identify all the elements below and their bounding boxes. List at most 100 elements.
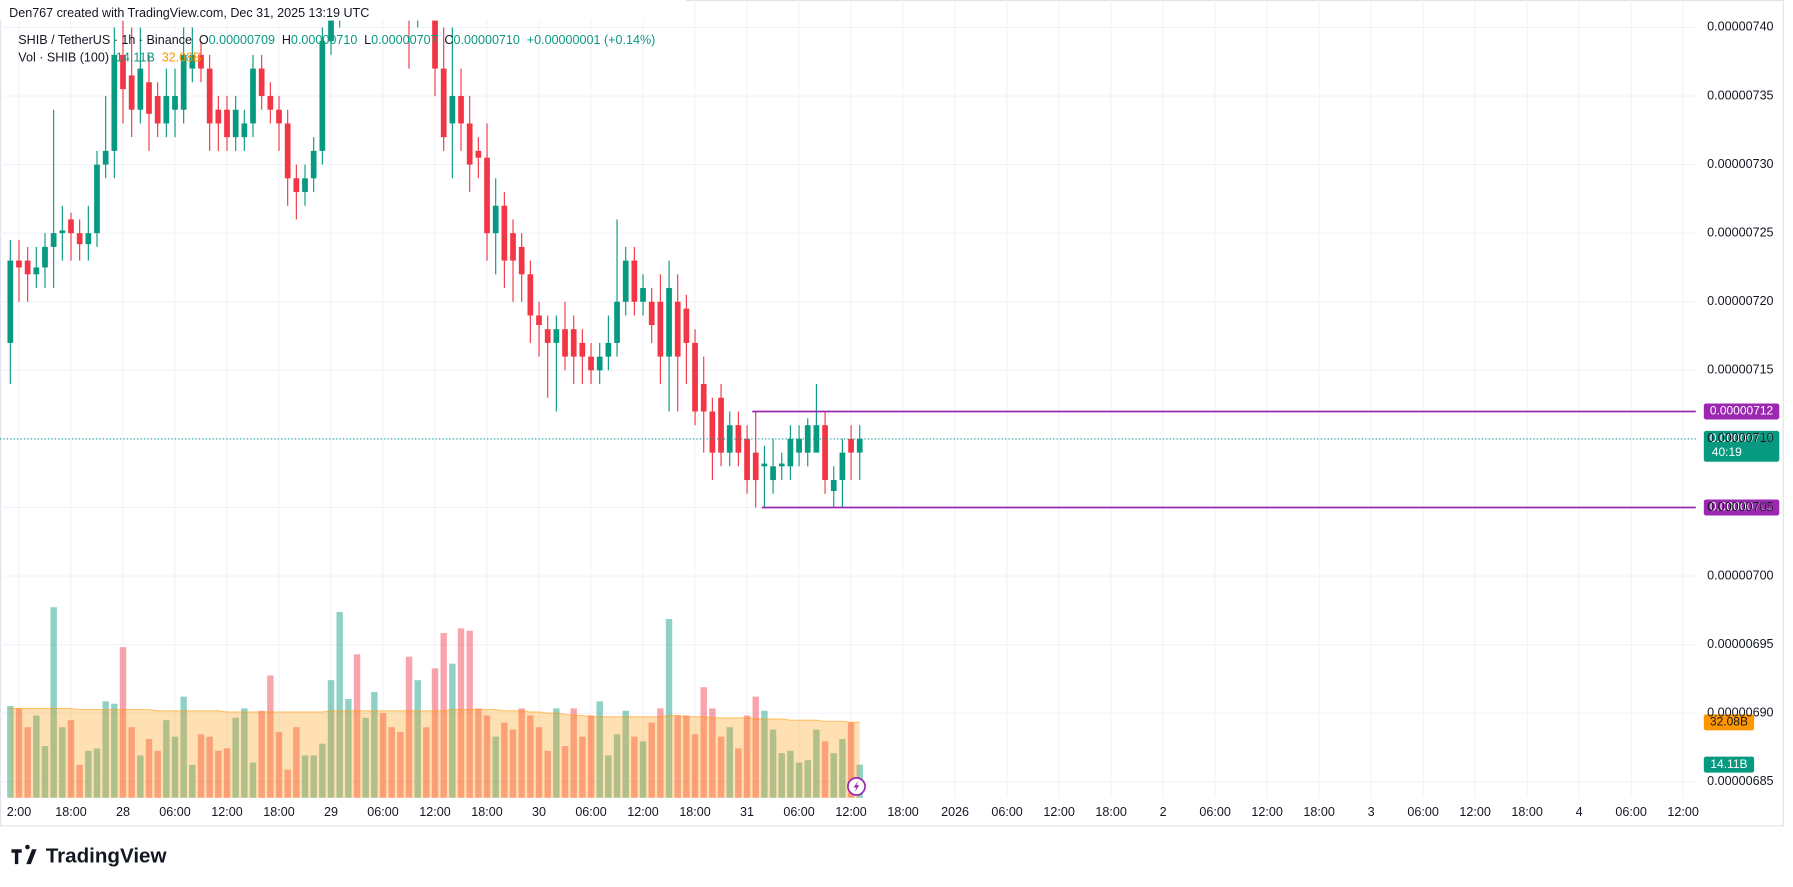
volume-bar	[492, 736, 499, 798]
last-price-tag	[1703, 430, 1780, 462]
symbol: SHIB / TetherUS · 1h · Binance	[18, 33, 192, 47]
volume-bar	[267, 675, 274, 798]
volume-bar	[189, 764, 196, 798]
x-tick-label: 18:00	[471, 805, 502, 819]
candle-body	[605, 342, 612, 357]
volume-bar	[336, 611, 343, 798]
ohlc-key: H	[282, 33, 291, 47]
volume-bar	[310, 755, 317, 798]
volume-bar	[691, 734, 699, 798]
x-tick-label: 06:00	[367, 805, 398, 819]
candle-body	[614, 301, 620, 343]
y-tick-label: 0.00000730	[1707, 157, 1773, 171]
volume-bar	[570, 708, 577, 798]
attribution: Den767 created with TradingView.com, Dec…	[9, 6, 369, 20]
x-tick-label: 18:00	[1303, 805, 1334, 819]
candle-body	[250, 68, 256, 124]
candle-body	[640, 288, 646, 302]
volume-bar	[431, 668, 439, 798]
x-tick-label: 12:00	[1043, 805, 1074, 819]
volume-bar	[804, 760, 811, 798]
candle-body	[458, 96, 464, 124]
volume-bar	[483, 715, 491, 798]
volume-bar	[345, 698, 352, 798]
y-tick-label: 0.00000710	[1707, 431, 1773, 445]
x-tick-label: 30	[532, 805, 546, 819]
x-tick-label: 12:00	[627, 805, 658, 819]
volume-bar	[795, 762, 803, 798]
x-tick-label: 29	[324, 805, 338, 819]
volume-bar	[605, 755, 612, 798]
x-tick-label: 12:00	[1251, 805, 1282, 819]
volume-bar	[388, 727, 395, 798]
volume-bar	[93, 748, 101, 798]
volume-bar	[414, 680, 421, 798]
candle-body	[856, 438, 863, 453]
candle-body	[76, 233, 83, 245]
candle-body	[726, 425, 733, 453]
candle-body	[172, 96, 178, 110]
x-tick-label: 18:00	[1095, 805, 1126, 819]
candle-body	[570, 329, 577, 357]
candle-body	[501, 205, 508, 261]
x-tick-label: 31	[740, 805, 754, 819]
x-tick-label: 3	[1368, 805, 1375, 819]
candle-body	[657, 301, 664, 357]
y-tick-label: 0.00000705	[1707, 500, 1773, 514]
y-tick-label: 0.00000735	[1707, 88, 1773, 102]
volume-bar	[501, 722, 508, 798]
x-tick-label: 12:00	[1459, 805, 1490, 819]
candle-body	[475, 150, 482, 158]
candle-body	[813, 425, 820, 453]
candle-body	[42, 246, 48, 268]
volume-bar	[111, 703, 118, 798]
volume-bar	[33, 715, 40, 798]
candle-body	[85, 233, 92, 245]
volume-bar	[319, 743, 326, 798]
volume-bar	[631, 736, 638, 798]
candle-body	[822, 425, 828, 481]
volume-bar	[362, 717, 369, 798]
volume-bar	[379, 713, 387, 798]
candle-body	[562, 329, 568, 357]
candle-body	[310, 150, 317, 179]
volume-ma-tag	[1703, 714, 1755, 731]
candle-body	[804, 425, 811, 453]
x-tick-label: 18:00	[55, 805, 86, 819]
candle-body	[596, 356, 603, 371]
countdown-label: 40:19	[1712, 445, 1742, 459]
candle-body	[189, 54, 196, 69]
volume-bar	[726, 727, 733, 798]
volume-bar	[371, 691, 378, 798]
volume-bar	[397, 731, 404, 798]
volume-bar	[466, 630, 473, 798]
header-bg	[0, 0, 687, 21]
x-tick-label: 18:00	[679, 805, 710, 819]
y-tick-label: 0.00000695	[1707, 637, 1773, 651]
volume-bar	[293, 727, 300, 798]
candle-body	[761, 463, 768, 467]
x-tick-label: 12:00	[211, 805, 242, 819]
candle-body	[180, 54, 187, 110]
volume-bar	[735, 748, 742, 798]
candle-body	[622, 260, 629, 302]
level-tag-label: 0.00000712	[1710, 404, 1774, 418]
volume-bar	[553, 708, 560, 798]
volume-bar	[518, 708, 525, 798]
candle-body	[683, 308, 690, 343]
candle-body	[215, 109, 222, 124]
candle-body	[232, 109, 239, 138]
ohlc-value: 0.00000710	[291, 33, 357, 47]
level-tag	[1703, 403, 1780, 420]
candle-body	[198, 54, 204, 69]
volume-bar	[535, 727, 543, 798]
candle-body	[224, 109, 230, 138]
volume-bar	[587, 715, 595, 798]
candle-body	[284, 123, 291, 179]
volume-bar	[258, 710, 265, 798]
volume-ma-line	[10, 707, 860, 723]
volume-bar	[249, 762, 257, 798]
